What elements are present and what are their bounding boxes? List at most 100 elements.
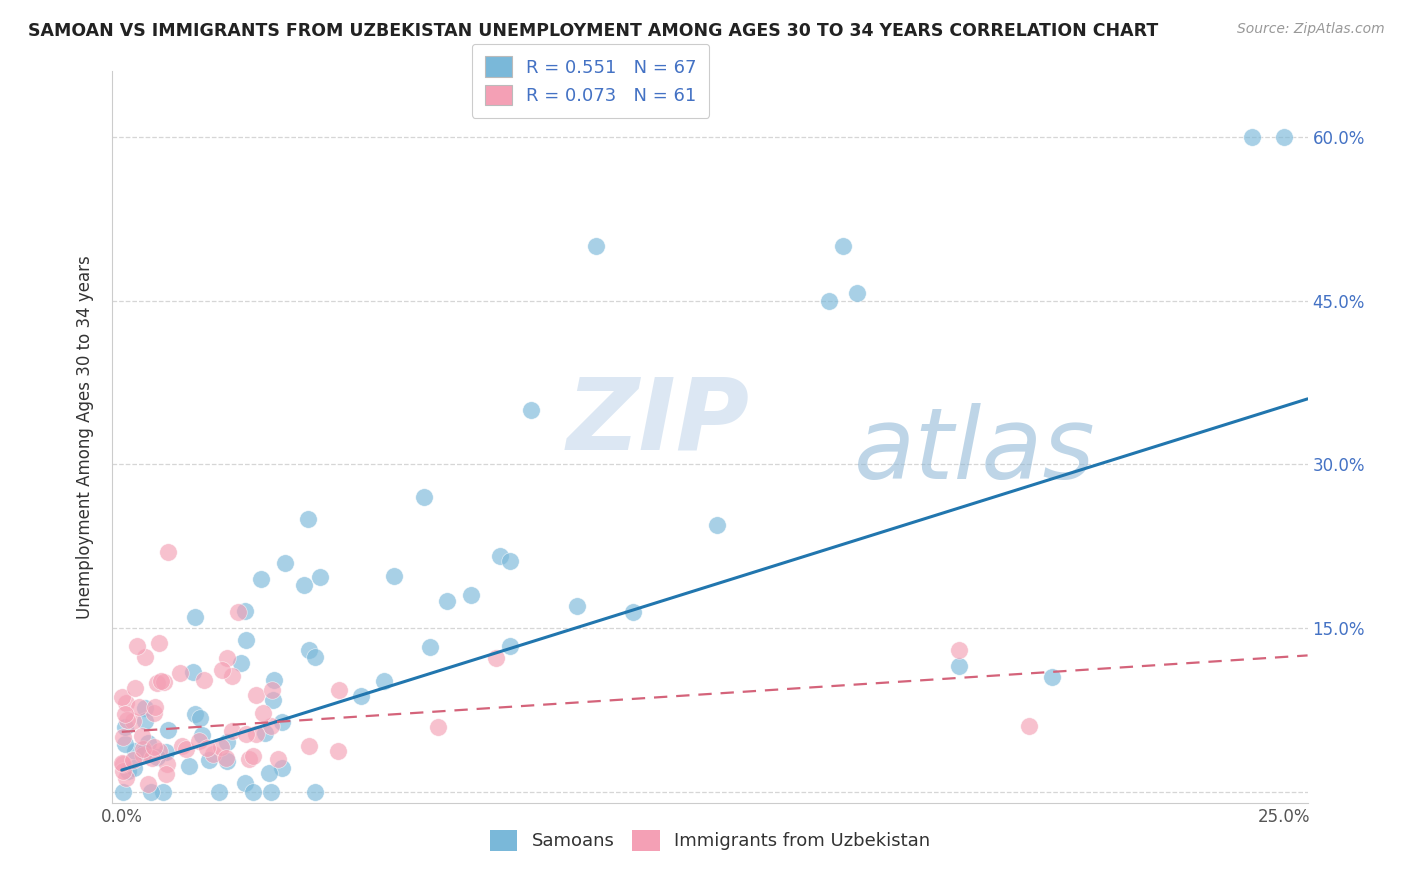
Point [139,785,162,799]
Point [242,785,264,799]
Point [111,764,134,778]
Point [155,745,177,759]
Point [373,673,395,688]
Point [131,729,153,743]
Point [197,753,219,767]
Point [585,239,607,253]
Point [231,656,253,670]
Point [132,747,155,762]
Text: ZIP: ZIP [567,374,749,471]
Point [114,771,136,785]
Point [426,720,449,734]
Point [419,640,441,654]
Point [111,690,134,704]
Point [172,739,194,753]
Point [621,605,644,619]
Point [143,739,166,754]
Point [117,764,139,778]
Point [217,754,239,768]
Point [254,726,277,740]
Point [1272,129,1295,144]
Point [115,713,138,727]
Point [128,700,150,714]
Text: SAMOAN VS IMMIGRANTS FROM UZBEKISTAN UNEMPLOYMENT AMONG AGES 30 TO 34 YEARS CORR: SAMOAN VS IMMIGRANTS FROM UZBEKISTAN UNE… [28,22,1159,40]
Point [263,673,285,687]
Point [112,756,135,771]
Point [190,711,212,725]
Point [115,696,138,710]
Point [181,665,204,679]
Point [706,518,728,533]
Point [328,683,350,698]
Point [1018,719,1040,733]
Point [267,752,290,766]
Point [948,643,970,657]
Point [150,673,173,688]
Point [262,693,284,707]
Point [152,785,174,799]
Point [184,610,207,624]
Point [304,650,326,665]
Point [309,570,332,584]
Point [304,785,326,799]
Point [155,766,177,780]
Point [122,753,145,767]
Y-axis label: Unemployment Among Ages 30 to 34 years: Unemployment Among Ages 30 to 34 years [76,255,94,619]
Point [845,285,868,300]
Point [134,714,156,728]
Point [217,651,239,665]
Point [141,750,163,764]
Point [226,605,249,619]
Point [485,651,508,665]
Point [298,642,321,657]
Point [298,739,321,753]
Point [114,737,136,751]
Point [257,765,280,780]
Point [520,402,543,417]
Point [221,723,243,738]
Point [188,734,211,748]
Point [235,632,257,647]
Point [122,761,145,775]
Point [122,714,145,729]
Point [211,663,233,677]
Point [193,673,215,687]
Point [114,720,136,734]
Point [191,728,214,742]
Point [134,700,156,714]
Point [817,293,839,308]
Point [157,545,180,559]
Point [245,727,267,741]
Point [176,742,198,756]
Point [148,744,170,758]
Point [111,756,134,771]
Point [136,777,159,791]
Point [260,785,283,799]
Point [271,761,294,775]
Point [143,699,166,714]
Point [132,742,155,756]
Point [831,239,853,253]
Point [146,676,169,690]
Point [1040,670,1063,684]
Point [124,681,146,695]
Point [326,744,349,758]
Point [124,744,146,758]
Point [208,785,231,799]
Point [235,726,257,740]
Point [148,636,170,650]
Point [184,707,207,722]
Point [169,666,191,681]
Point [270,714,292,729]
Point [132,746,155,760]
Point [250,572,273,586]
Point [245,689,267,703]
Point [260,683,283,698]
Text: Source: ZipAtlas.com: Source: ZipAtlas.com [1237,22,1385,37]
Point [134,650,156,665]
Point [413,490,436,504]
Point [252,706,274,720]
Point [292,577,315,591]
Point [195,741,218,756]
Point [145,750,167,764]
